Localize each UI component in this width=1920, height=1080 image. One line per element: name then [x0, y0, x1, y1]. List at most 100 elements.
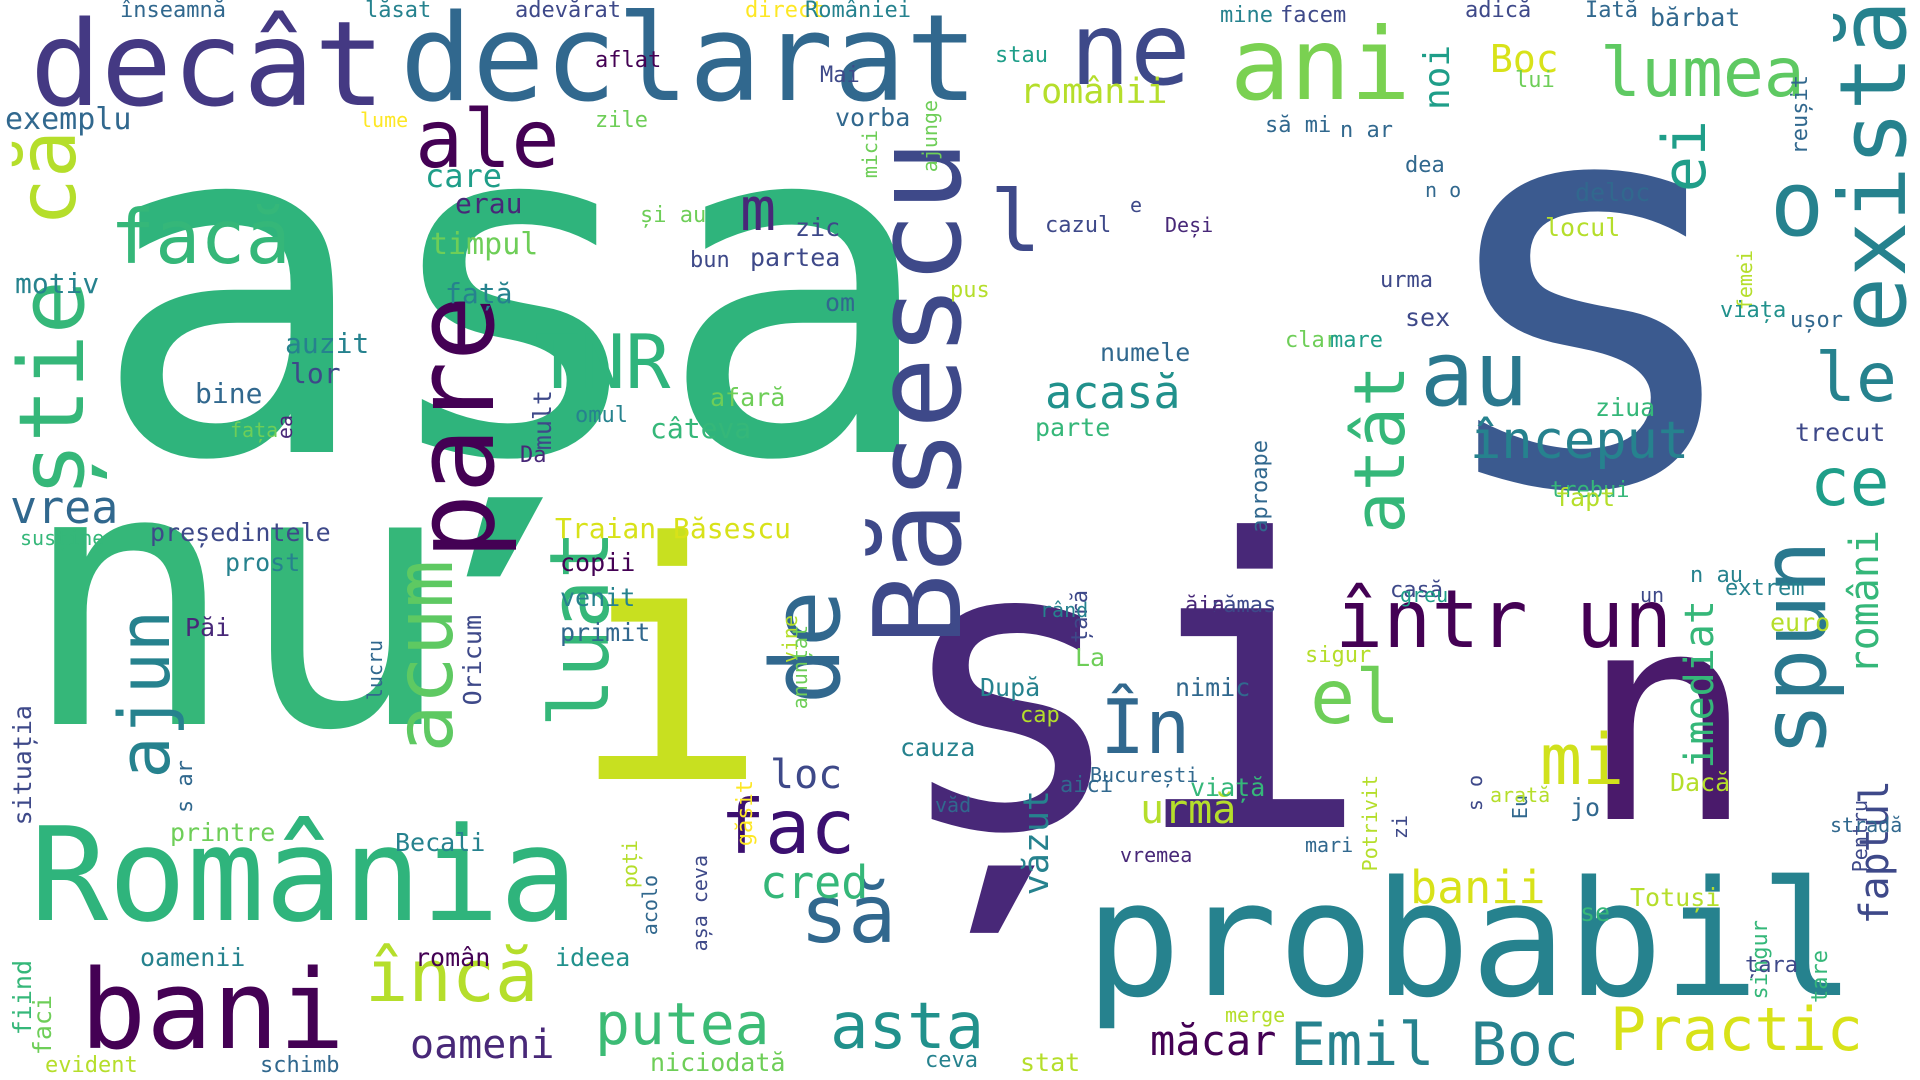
cloud-word: declarat: [400, 0, 978, 129]
cloud-word: atât: [1339, 365, 1421, 534]
cloud-word: bărbat: [1650, 3, 1741, 32]
cloud-word: lor: [290, 357, 341, 390]
cloud-word: care: [425, 157, 503, 195]
cloud-word: ale: [415, 93, 560, 186]
cloud-word: facem: [1280, 3, 1347, 28]
cloud-word: direct: [745, 0, 825, 23]
cloud-word: acasă: [1045, 366, 1181, 419]
cloud-word: ajunge: [918, 100, 942, 173]
cloud-word: vrea: [10, 481, 119, 534]
cloud-word: ne: [1070, 0, 1191, 108]
cloud-word: casă: [1390, 578, 1443, 603]
cloud-word: lumea: [1600, 34, 1805, 113]
cloud-word: sigur: [1305, 643, 1372, 668]
cloud-word: TNR: [535, 318, 671, 406]
cloud-word: Emil Boc: [1290, 1010, 1579, 1080]
cloud-word: i: [570, 473, 769, 857]
cloud-word: parte: [1035, 413, 1111, 442]
cloud-word: mare: [1330, 328, 1383, 353]
cloud-word: Potrivit: [1358, 775, 1382, 872]
cloud-word: înseamnă: [120, 0, 226, 23]
cloud-word: Dacă: [1670, 768, 1731, 797]
cloud-word: e: [1130, 193, 1143, 217]
cloud-word: La: [1075, 643, 1106, 672]
cloud-word: fapt: [1555, 483, 1616, 512]
cloud-word: clar: [1285, 328, 1338, 353]
cloud-word: În: [1100, 683, 1191, 771]
cloud-word: Mai: [820, 63, 860, 88]
cloud-word: omul: [575, 403, 628, 428]
cloud-word: pus: [950, 278, 990, 303]
cloud-word: viața: [1720, 298, 1787, 323]
cloud-word: erau: [455, 187, 523, 220]
cloud-word: aproape: [1248, 440, 1273, 533]
cloud-word: urma: [1380, 268, 1433, 293]
cloud-word: Practic: [1610, 995, 1863, 1065]
cloud-word: n: [1580, 551, 1755, 888]
cloud-word: acum: [378, 560, 471, 753]
cloud-word: ideea: [555, 943, 631, 972]
cloud-word: om: [825, 288, 856, 317]
cloud-word: zi: [1388, 815, 1412, 840]
cloud-word: loc: [770, 752, 843, 798]
cloud-word: l: [990, 173, 1042, 272]
cloud-word: stat: [1020, 1048, 1081, 1077]
cloud-word: auzit: [285, 327, 370, 360]
cloud-word: aflat: [595, 48, 662, 73]
cloud-word: cauza: [900, 733, 976, 762]
cloud-word: știe: [0, 280, 105, 497]
cloud-word: față: [445, 277, 513, 310]
cloud-word: copii: [560, 548, 636, 577]
cloud-word: zic: [795, 213, 841, 242]
cloud-word: oameni: [410, 1022, 555, 1068]
cloud-word: afară: [710, 383, 786, 412]
cloud-word: lăsat: [365, 0, 432, 23]
cloud-word: ajun: [104, 610, 186, 779]
cloud-word: bun: [690, 248, 730, 273]
cloud-word: români: [1842, 530, 1888, 675]
cloud-word: găsit: [733, 780, 758, 847]
cloud-word: Iată: [1585, 0, 1638, 23]
cloud-word: arată: [1490, 783, 1551, 807]
cloud-word: României: [805, 0, 911, 23]
cloud-word: București: [1090, 763, 1199, 787]
cloud-word: mari: [1305, 833, 1354, 857]
cloud-word: fac: [720, 783, 856, 871]
cloud-word: spun: [1742, 540, 1847, 757]
cloud-word: Boc: [1490, 37, 1559, 81]
cloud-word: românii: [1020, 72, 1168, 112]
cloud-word: țara: [1745, 953, 1798, 978]
cloud-word: acolo: [638, 875, 662, 936]
cloud-word: exemplu: [5, 102, 132, 137]
cloud-word: încă: [365, 934, 539, 1018]
cloud-word: susține: [20, 526, 105, 550]
cloud-word: facă: [110, 193, 291, 281]
cloud-word: se: [1580, 898, 1611, 927]
cloud-word: măcar: [1150, 1016, 1277, 1065]
cloud-word: președintele: [150, 518, 331, 547]
cloud-word: ziua: [1595, 393, 1656, 422]
cloud-word: s: [1420, 0, 1758, 616]
cloud-word: reușit: [1788, 75, 1813, 155]
cloud-word: n au: [1690, 563, 1743, 588]
cloud-word: adevărat: [515, 0, 621, 23]
cloud-word: situația: [8, 705, 37, 826]
cloud-word: ei: [1650, 120, 1720, 193]
cloud-word: viață: [1190, 773, 1266, 802]
cloud-word: așa ceva: [688, 855, 712, 952]
cloud-word: început: [1470, 411, 1690, 471]
cloud-word: oamenii: [140, 943, 246, 972]
cloud-word: locul: [1545, 213, 1621, 242]
cloud-word: m: [740, 175, 777, 245]
cloud-word: văd: [935, 793, 972, 817]
cloud-word: n o: [1425, 178, 1462, 202]
cloud-word: există: [1820, 0, 1920, 333]
cloud-word: câteva: [650, 412, 752, 445]
cloud-word: ăia: [1185, 593, 1225, 618]
cloud-word: venit: [560, 583, 636, 612]
cloud-word: pare: [391, 295, 519, 560]
cloud-word: s ar: [173, 760, 198, 813]
cloud-word: trebui: [1550, 478, 1630, 503]
cloud-word: să: [800, 868, 897, 961]
